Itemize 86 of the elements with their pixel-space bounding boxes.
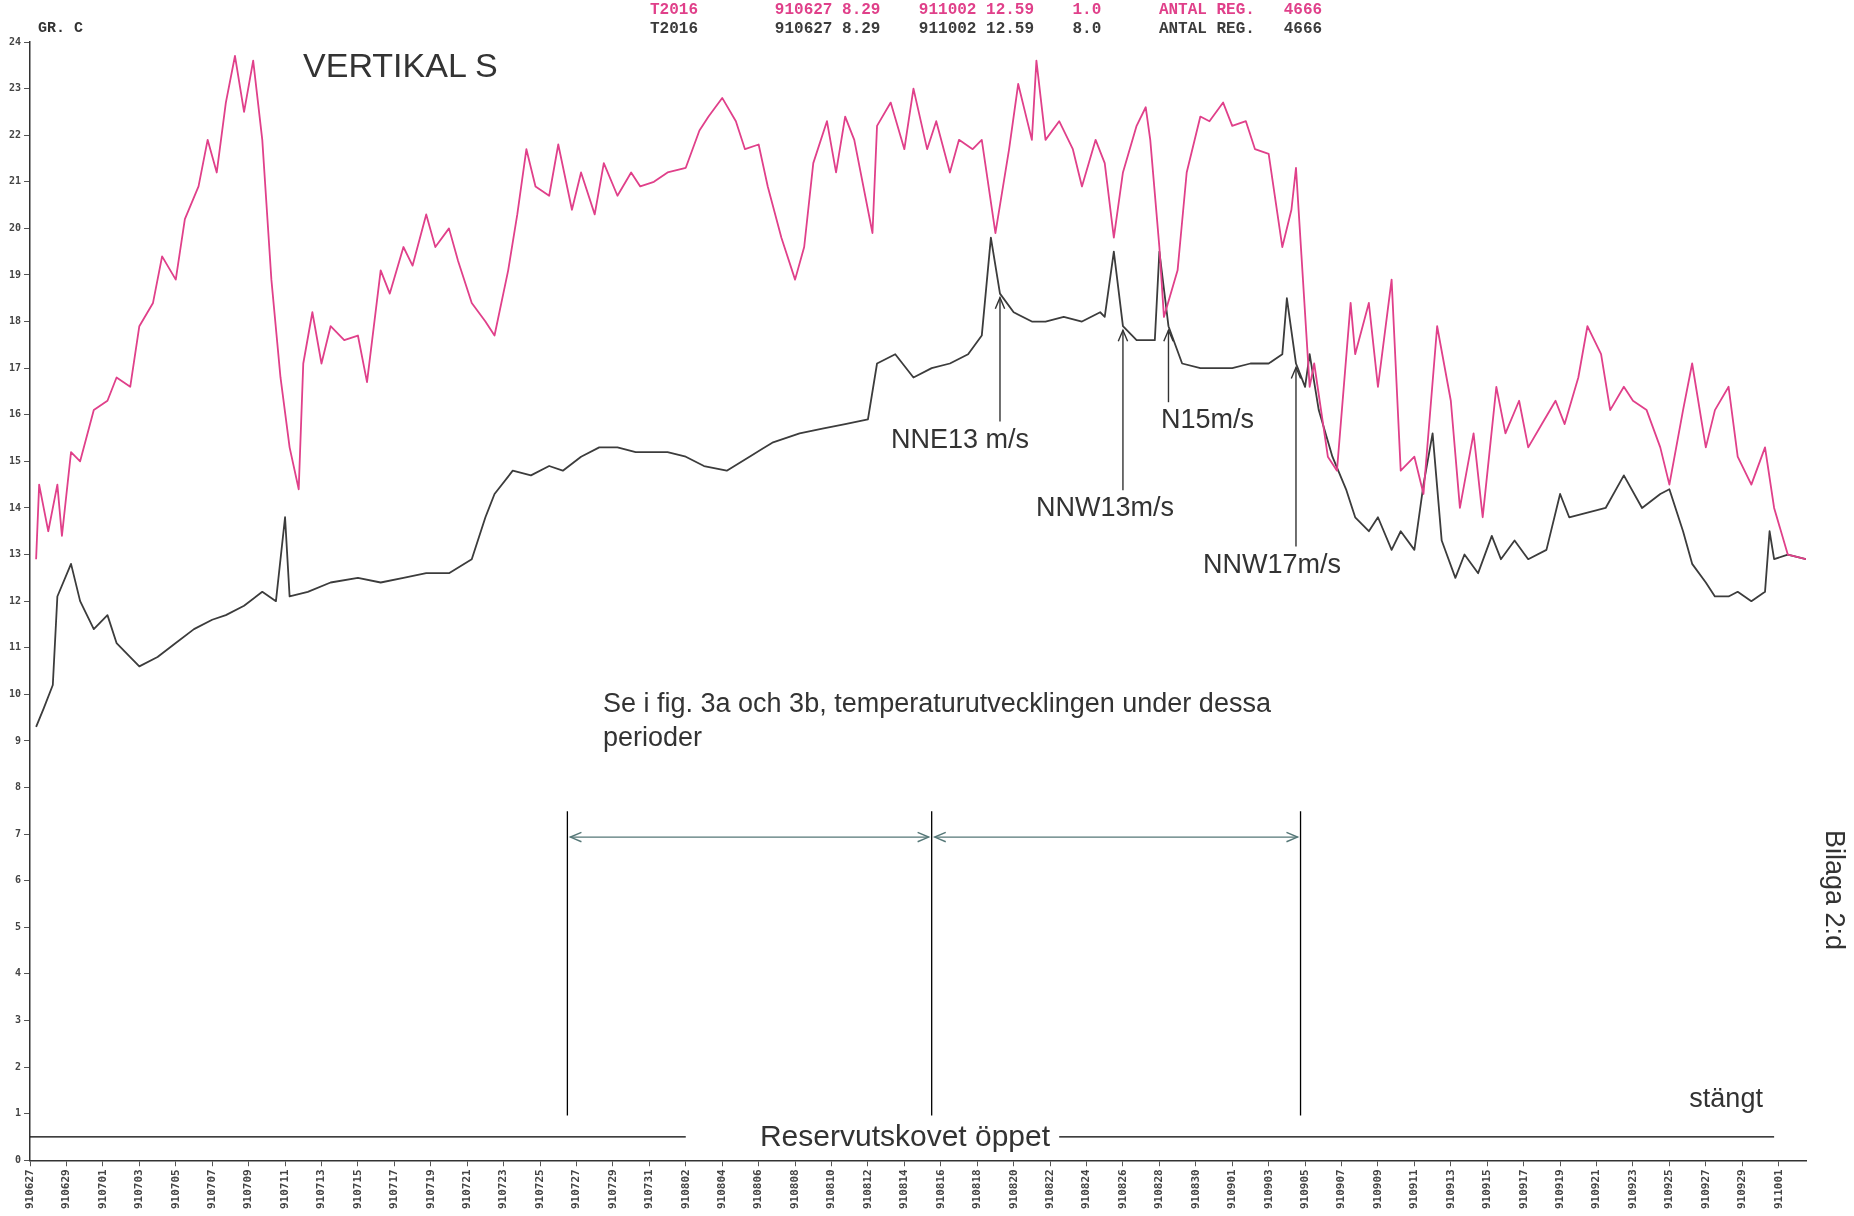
x-tick-label: 910806	[751, 1168, 765, 1210]
y-tick-label: 0	[15, 1153, 22, 1165]
y-tick-label: 19	[8, 268, 22, 280]
x-tick-label: 910814	[897, 1168, 911, 1210]
y-tick-label: 18	[8, 315, 22, 327]
x-tick-label: 910711	[277, 1168, 291, 1210]
x-tick-label: 910812	[860, 1169, 874, 1210]
y-tick-label: 13	[8, 548, 22, 560]
x-tick-label: 910701	[95, 1168, 109, 1210]
x-tick-label: 910719	[423, 1169, 437, 1210]
y-tick-label: 1	[15, 1107, 22, 1119]
x-tick-label: 910917	[1516, 1169, 1530, 1210]
x-tick-label: 910717	[387, 1169, 401, 1210]
x-tick-label: 910627	[22, 1169, 36, 1210]
x-tick-label: 910725	[532, 1169, 546, 1210]
x-tick-label: 910911	[1407, 1168, 1421, 1210]
x-tick-label: 910721	[460, 1168, 474, 1210]
x-tick-label: 911001	[1771, 1168, 1785, 1210]
x-tick-label: 910901	[1225, 1168, 1239, 1210]
x-tick-label: 910727	[569, 1169, 583, 1210]
x-tick-label: 910818	[970, 1169, 984, 1210]
y-tick-label: 16	[8, 408, 22, 420]
y-tick-label: 3	[15, 1014, 22, 1026]
y-tick-label: 8	[15, 781, 22, 793]
annotation: NNE13 m/s	[890, 423, 1030, 454]
x-tick-label: 910830	[1188, 1169, 1202, 1210]
y-tick-label: 21	[8, 175, 22, 187]
y-tick-label: 24	[8, 35, 22, 47]
y-axis-title: GR. C	[38, 20, 84, 37]
x-tick-label: 910915	[1480, 1169, 1494, 1210]
chart-title: VERTIKAL S	[303, 46, 498, 84]
x-tick-label: 910802	[678, 1169, 692, 1210]
x-tick-label: 910909	[1370, 1169, 1384, 1210]
text: Bilaga 2:d	[1820, 829, 1850, 951]
x-tick-label: 910629	[59, 1169, 73, 1210]
x-tick-label: 910905	[1297, 1169, 1311, 1210]
y-tick-label: 9	[15, 734, 22, 746]
x-tick-label: 910715	[350, 1169, 364, 1210]
x-tick-label: 910903	[1261, 1169, 1275, 1210]
y-tick-label: 11	[8, 641, 22, 653]
y-tick-label: 22	[8, 128, 22, 140]
x-tick-label: 910907	[1334, 1169, 1348, 1210]
x-tick-label: 910705	[168, 1169, 182, 1210]
y-tick-label: 20	[8, 221, 22, 233]
text: T2016 910627 8.29 911002 12.59 1.0 ANTAL REG. 4666	[650, 1, 1323, 19]
x-tick-label: 910731	[642, 1168, 656, 1210]
x-tick-label: 910921	[1589, 1168, 1603, 1210]
x-tick-label: 910713	[314, 1169, 328, 1210]
x-tick-label: 910804	[715, 1168, 729, 1210]
text: T2016 910627 8.29 911002 12.59 8.0 ANTAL REG. 4666	[650, 20, 1323, 38]
annotation: Se i fig. 3a och 3b, temperaturutvecklingen under dessa perioder	[603, 688, 1272, 752]
x-tick-label: 910824	[1079, 1168, 1093, 1210]
y-tick-label: 15	[8, 454, 22, 466]
x-tick-label: 910810	[824, 1169, 838, 1210]
y-tick-label: 5	[15, 920, 22, 932]
x-tick-label: 910723	[496, 1169, 510, 1210]
x-tick-label: 910822	[1042, 1169, 1056, 1210]
y-tick-label: 23	[8, 82, 22, 94]
x-tick-label: 910925	[1662, 1169, 1676, 1210]
y-tick-label: 17	[8, 361, 22, 373]
x-tick-label: 910923	[1625, 1169, 1639, 1210]
x-tick-label: 910707	[205, 1169, 219, 1210]
x-tick-label: 910729	[605, 1169, 619, 1210]
x-tick-label: 910913	[1443, 1169, 1457, 1210]
y-tick-label: 10	[8, 687, 22, 699]
y-tick-label: 4	[15, 967, 22, 979]
x-tick-label: 910820	[1006, 1169, 1020, 1210]
x-tick-label: 910826	[1115, 1168, 1129, 1210]
annotation: N15m/s	[1160, 404, 1254, 435]
annotation: NNW13m/s	[1035, 492, 1174, 523]
x-tick-label: 910709	[241, 1169, 255, 1210]
x-tick-label: 910919	[1552, 1169, 1566, 1210]
y-tick-label: 12	[8, 594, 22, 606]
x-tick-label: 910828	[1152, 1169, 1166, 1210]
x-tick-label: 910927	[1698, 1169, 1712, 1210]
x-tick-label: 910929	[1735, 1169, 1749, 1210]
annotation: NNW17m/s	[1202, 548, 1341, 579]
y-tick-label: 6	[15, 874, 22, 886]
y-tick-label: 2	[15, 1060, 22, 1072]
x-tick-label: 910816	[933, 1168, 947, 1210]
y-tick-label: 14	[8, 501, 22, 513]
x-tick-label: 910703	[132, 1169, 146, 1210]
annotation: Reservutskovet öppet	[759, 1119, 1051, 1152]
annotation: stängt	[1689, 1082, 1764, 1113]
x-tick-label: 910808	[787, 1169, 801, 1210]
y-tick-label: 7	[15, 827, 22, 839]
